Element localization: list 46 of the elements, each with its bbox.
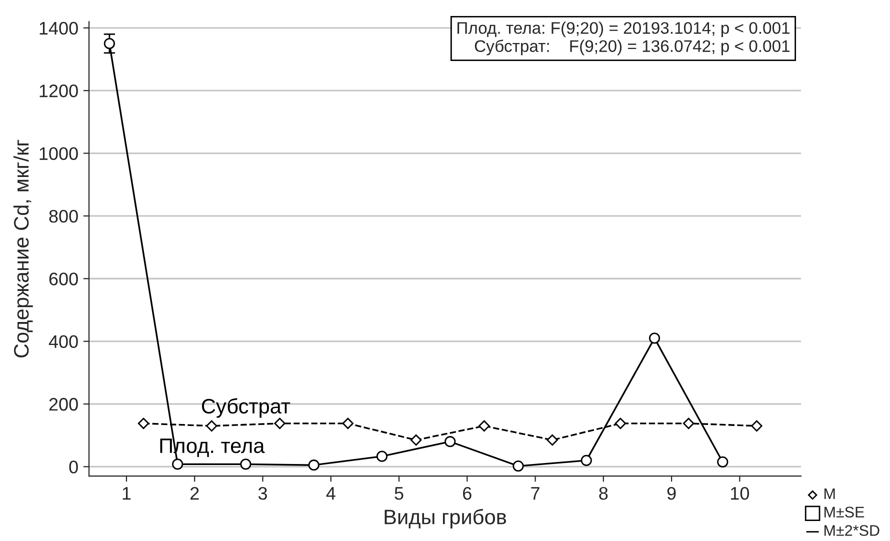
point (478, 420, 490, 432)
x-tick-label: 2 (190, 486, 199, 500)
x-tick-label: 4 (326, 487, 336, 500)
point (682, 418, 694, 430)
y-tick-label: 1400 (40, 22, 78, 35)
point (648, 332, 660, 344)
point (580, 454, 592, 466)
x-tick-label: 8 (599, 486, 608, 500)
x-tick-label: 7 (531, 487, 540, 500)
point (717, 456, 728, 468)
point (751, 420, 762, 432)
point (172, 458, 184, 470)
x-tick-label: 3 (258, 486, 267, 500)
point (206, 420, 218, 432)
point (614, 418, 626, 430)
point (546, 434, 558, 446)
y-tick-label: 200 (49, 398, 78, 411)
text: M (824, 488, 835, 499)
annotation: Плод. тела: F(9;20) = 20193.1014; p < 0.001 (458, 22, 790, 38)
x-axis-title: Виды грибов (384, 508, 506, 528)
y-tick-label: 600 (49, 272, 78, 286)
y-axis-title: Содержание Cd, мкг/кг (13, 140, 33, 358)
x-tick-label: 6 (463, 486, 472, 500)
point (342, 418, 354, 430)
x-tick-label: 1 (122, 487, 131, 500)
y-tick-label: 0 (69, 460, 78, 474)
annotation: Субстрат: F(9;20) = 136.0742; p < 0.001 (474, 40, 790, 56)
point (240, 458, 252, 470)
point (444, 436, 456, 448)
text: M±2*SD (824, 525, 880, 536)
y-tick-label: 800 (49, 210, 78, 223)
x-tick-label: 5 (394, 487, 404, 500)
series-label: Субстрат (202, 398, 290, 418)
x-tick-label: 10 (731, 486, 750, 500)
point (138, 418, 150, 430)
point (410, 434, 422, 446)
point (274, 418, 286, 430)
x-tick-label: 9 (667, 486, 676, 500)
point (512, 460, 524, 472)
y-tick-label: 1200 (40, 84, 78, 98)
text: M±SE (824, 506, 864, 518)
y-tick-label: 1000 (40, 147, 78, 160)
point (308, 460, 320, 471)
point (376, 450, 388, 462)
point (104, 38, 115, 50)
y-tick-label: 400 (48, 335, 78, 348)
